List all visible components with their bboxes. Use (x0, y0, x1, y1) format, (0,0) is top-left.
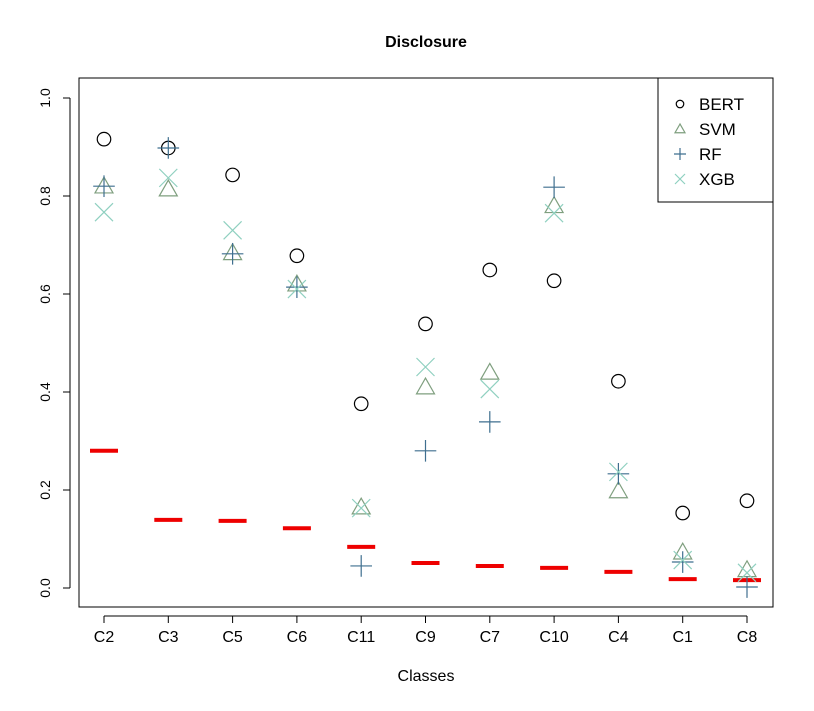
x-tick-label: C3 (158, 629, 179, 646)
xgb-point (158, 168, 178, 188)
rf-point (350, 555, 372, 577)
bert-point (418, 316, 433, 332)
x-tick-label: C9 (415, 629, 436, 646)
y-tick-label: 0.0 (37, 578, 53, 598)
legend-svm-icon (673, 122, 687, 134)
x-axis-label: Classes (398, 668, 455, 685)
x-tick-label: C1 (672, 629, 693, 646)
bert-point (739, 493, 755, 509)
x-tick-label: C11 (347, 629, 375, 646)
data-marks (90, 131, 761, 598)
svm-point (736, 559, 758, 578)
xgb-point (416, 357, 435, 377)
plot-frame (78, 77, 774, 608)
svm-point (415, 376, 436, 395)
bert-point (225, 167, 240, 183)
y-tick-label: 0.8 (37, 186, 53, 206)
x-tick-label: C6 (287, 629, 308, 646)
svm-point (158, 178, 179, 197)
rf-point (221, 243, 244, 265)
x-tick-label: C7 (480, 629, 501, 646)
svm-point (351, 496, 372, 515)
x-tick-label: C8 (737, 629, 758, 646)
rf-point (286, 276, 308, 298)
legend-label: BERT (699, 95, 744, 114)
legend-label: SVM (699, 120, 736, 139)
bert-point (546, 273, 562, 289)
bert-point (482, 262, 498, 278)
bert-point (675, 505, 691, 521)
y-tick-label: 0.4 (37, 382, 53, 402)
xgb-point (673, 550, 693, 570)
legend-label: RF (699, 145, 722, 164)
legend-bert-icon (675, 99, 685, 109)
xgb-point (287, 279, 307, 299)
rf-point (414, 440, 437, 462)
rf-point (157, 137, 180, 159)
chart-title: Disclosure (385, 34, 467, 51)
xgb-point (351, 498, 371, 518)
xgb-point (544, 203, 564, 223)
bert-point (289, 248, 305, 264)
bert-point (96, 131, 112, 147)
y-tick-label: 0.6 (37, 284, 53, 304)
legend-label: XGB (699, 170, 735, 189)
bert-point (611, 373, 626, 389)
bert-point (353, 396, 369, 412)
rf-point (736, 576, 758, 598)
x-tick-label: C2 (94, 629, 115, 646)
legend-xgb-icon (674, 173, 686, 185)
svm-point (479, 362, 500, 380)
y-axis: 0.0 0.2 0.4 0.6 0.8 1.0 (37, 88, 71, 598)
rf-point (479, 411, 501, 433)
y-tick-label: 0.2 (37, 480, 53, 500)
rf-point (671, 551, 694, 573)
legend: BERT SVM RF XGB (657, 77, 774, 203)
svm-point (544, 195, 565, 214)
x-tick-label: C4 (608, 629, 629, 646)
xgb-point (480, 379, 500, 399)
svm-point (608, 480, 629, 499)
rf-point (93, 175, 115, 197)
xgb-point (737, 563, 757, 583)
x-axis: C2 C3 C5 C6 C11 C9 C7 C10 C4 C1 C8 (94, 615, 758, 646)
y-tick-label: 1.0 (37, 88, 53, 108)
rf-point (607, 463, 630, 485)
x-tick-label: C5 (222, 629, 243, 646)
xgb-point (223, 220, 243, 240)
xgb-point (94, 202, 114, 222)
x-tick-label: C10 (539, 629, 568, 646)
xgb-point (608, 462, 628, 482)
legend-rf-icon (674, 148, 686, 160)
rf-point (543, 176, 565, 198)
